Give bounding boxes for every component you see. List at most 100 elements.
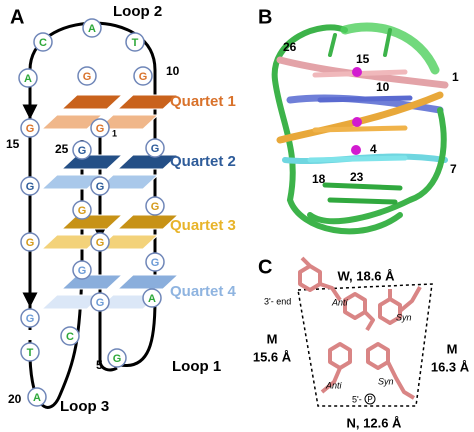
residue-number: 1 (452, 70, 459, 84)
quartet-plane (40, 294, 104, 310)
residue-number: 20 (8, 392, 22, 406)
panel-label: B (258, 6, 272, 28)
quartet-label: Quartet 1 (170, 93, 236, 110)
nucleotide-letter: G (151, 201, 160, 213)
nucleotide-letter: C (66, 331, 74, 343)
quartet-plane (60, 214, 124, 230)
nucleotide-circle (145, 196, 165, 216)
groove-label: N, 12.6 Å (347, 415, 403, 430)
nucleotide-circle (20, 342, 40, 362)
quartet-planes (40, 94, 180, 310)
phosphate-marker (364, 393, 376, 405)
cartoon-structure (271, 22, 449, 235)
groove-label: M (447, 341, 458, 356)
nucleotide-circle (142, 288, 162, 308)
nucleotide-letter: G (139, 71, 148, 83)
nucleotide-circle (72, 140, 92, 160)
nucleotide-letter: A (33, 392, 41, 404)
end-label: 5'- (352, 394, 362, 404)
nucleotide-circle (20, 308, 40, 328)
quartet-plane (40, 234, 104, 250)
nucleotide-circle (72, 260, 92, 280)
residue-number: 15 (356, 52, 370, 66)
residue-number: 23 (350, 170, 364, 184)
conformation-label: Syn (378, 376, 394, 386)
nucleotide-letter: G (96, 181, 105, 193)
panel-label: C (258, 256, 272, 278)
residue-number: 26 (283, 40, 297, 54)
nucleotide-circle (145, 138, 165, 158)
nucleotide-circle (145, 252, 165, 272)
nucleotide-circle (125, 32, 145, 52)
quartet-plane (40, 174, 104, 190)
groove-distance: 15.6 Å (253, 349, 292, 364)
residue-number: 7 (450, 162, 457, 176)
nucleotide-circle (133, 66, 153, 86)
nucleotide-letter: G (96, 123, 105, 135)
nucleotide-circle (90, 232, 110, 252)
conformation-label: Syn (396, 312, 412, 322)
quartet-label: Quartet 3 (170, 217, 236, 234)
end-label: 3'- end (264, 296, 291, 306)
residue-number: 18 (312, 172, 326, 186)
nucleotide-circle (20, 232, 40, 252)
nucleotide-letter: A (24, 73, 32, 85)
ions (351, 67, 362, 155)
nucleotide-circle (72, 200, 92, 220)
residue-number: 25 (55, 142, 69, 156)
residue-number: 5 (96, 358, 103, 372)
loop-label: Loop 2 (113, 3, 162, 20)
quartet-plane (116, 214, 180, 230)
nucleotide-models (298, 256, 422, 400)
quartet-plane (60, 154, 124, 170)
nucleotide-circle (18, 68, 38, 88)
nucleotide-letter: A (88, 23, 96, 35)
nucleotide-letter: G (78, 265, 87, 277)
panel-label: A (10, 6, 24, 28)
phosphate-label: P (367, 395, 372, 404)
nucleotide-letter: G (96, 237, 105, 249)
nucleotide-circle (77, 66, 97, 86)
residue-number: 15 (6, 137, 20, 151)
groove-label: M (267, 331, 278, 346)
nucleotide-letter: A (148, 293, 156, 305)
residue-number: 1 (112, 128, 117, 138)
nucleotide-circle (90, 176, 110, 196)
quartet-plane (116, 274, 180, 290)
loop-label: Loop 3 (60, 398, 109, 415)
nucleotide-letter: T (132, 37, 139, 49)
nucleotide-circle (90, 292, 110, 312)
nucleotide-letter: C (39, 37, 47, 49)
nucleotide-letter: T (27, 347, 34, 359)
nucleotide-letter: G (26, 181, 35, 193)
nucleotide-letter: G (26, 123, 35, 135)
quartet-label: Quartet 2 (170, 153, 236, 170)
quartet-plane (60, 94, 124, 110)
loop-label: Loop 1 (172, 358, 221, 375)
quartet-label: Quartet 4 (170, 283, 237, 300)
nucleotide-letter: G (26, 313, 35, 325)
nucleotide-letter: G (96, 297, 105, 309)
nucleotide-circle (33, 32, 53, 52)
quartet-plane (60, 274, 124, 290)
nucleotide-letter: G (83, 71, 92, 83)
nucleotide-circle (27, 387, 47, 407)
conformation-label: Anti (325, 380, 343, 390)
nucleotide-letter: G (151, 143, 160, 155)
nucleotide-letter: G (26, 237, 35, 249)
residue-number: 10 (166, 64, 180, 78)
residue-number: 10 (376, 80, 390, 94)
residue-number: 4 (370, 142, 377, 156)
groove-distance: 16.3 Å (431, 359, 470, 374)
nucleotide-circle (90, 118, 110, 138)
quartet-plane (116, 94, 180, 110)
quartet-plane (116, 154, 180, 170)
nucleotide-circle (107, 348, 127, 368)
nucleotide-letter: G (78, 145, 87, 157)
nucleotide-circle (60, 326, 80, 346)
nucleotide-letter: G (78, 205, 87, 217)
nucleotide-circle (20, 118, 40, 138)
nucleotide-circle (82, 18, 102, 38)
